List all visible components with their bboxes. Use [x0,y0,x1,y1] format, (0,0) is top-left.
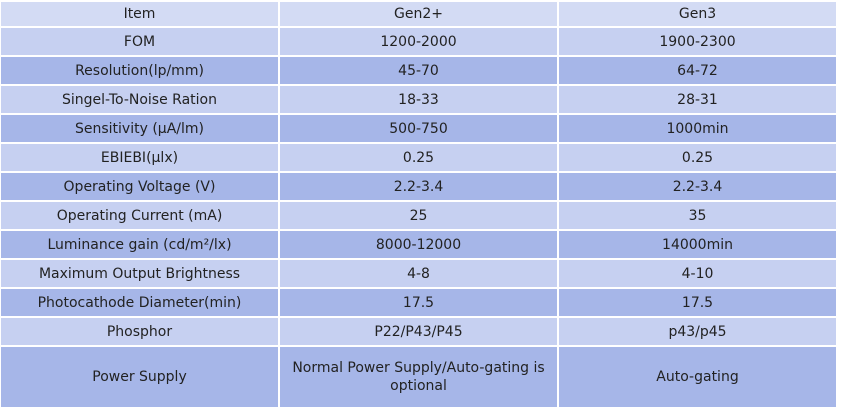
table-cell: 1000min [559,115,836,142]
table-row: Phosphor P22/P43/P45 p43/p45 [1,318,836,345]
table-row: Sensitivity (μA/lm) 500-750 1000min [1,115,836,142]
row-label: Operating Current (mA) [1,202,278,229]
table-row: FOM 1200-2000 1900-2300 [1,28,836,55]
table-row: Photocathode Diameter(min) 17.5 17.5 [1,289,836,316]
row-label: Singel-To-Noise Ration [1,86,278,113]
table-cell: 8000-12000 [280,231,557,258]
header-cell: Item [1,2,278,26]
table-cell: 28-31 [559,86,836,113]
table-cell: 2.2-3.4 [559,173,836,200]
table-row: Item Gen2+ Gen3 [1,2,836,26]
row-label: FOM [1,28,278,55]
table-row: Singel-To-Noise Ration 18-33 28-31 [1,86,836,113]
table-cell: Auto-gating [559,347,836,407]
row-label: Phosphor [1,318,278,345]
table-row: Operating Voltage (V) 2.2-3.4 2.2-3.4 [1,173,836,200]
table-cell: 35 [559,202,836,229]
table-cell: 14000min [559,231,836,258]
table-cell: 500-750 [280,115,557,142]
row-label: Maximum Output Brightness [1,260,278,287]
table-cell: P22/P43/P45 [280,318,557,345]
row-label: Luminance gain (cd/m²/lx) [1,231,278,258]
row-label: Sensitivity (μA/lm) [1,115,278,142]
table-cell: 4-8 [280,260,557,287]
table-row: Maximum Output Brightness 4-8 4-10 [1,260,836,287]
table-cell: 0.25 [559,144,836,171]
table-cell: 0.25 [280,144,557,171]
table-cell: 18-33 [280,86,557,113]
row-label: EBIEBI(μlx) [1,144,278,171]
row-label: Photocathode Diameter(min) [1,289,278,316]
row-label: Resolution(lp/mm) [1,57,278,84]
row-label: Operating Voltage (V) [1,173,278,200]
header-cell: Gen3 [559,2,836,26]
table-cell: 25 [280,202,557,229]
header-cell: Gen2+ [280,2,557,26]
table-cell: 4-10 [559,260,836,287]
table-row: Operating Current (mA) 25 35 [1,202,836,229]
table-cell: 1900-2300 [559,28,836,55]
table-row: Luminance gain (cd/m²/lx) 8000-12000 14000… [1,231,836,258]
table-cell: p43/p45 [559,318,836,345]
table-cell: 64-72 [559,57,836,84]
table-cell: Normal Power Supply/Auto-gating is optio… [280,347,557,407]
table-row: Power Supply Normal Power Supply/Auto-gat… [1,347,836,407]
table-row: Resolution(lp/mm) 45-70 64-72 [1,57,836,84]
table-cell: 1200-2000 [280,28,557,55]
table-cell: 17.5 [280,289,557,316]
table-cell: 2.2-3.4 [280,173,557,200]
table-cell: 45-70 [280,57,557,84]
table-cell: 17.5 [559,289,836,316]
row-label: Power Supply [1,347,278,407]
table-row: EBIEBI(μlx) 0.25 0.25 [1,144,836,171]
